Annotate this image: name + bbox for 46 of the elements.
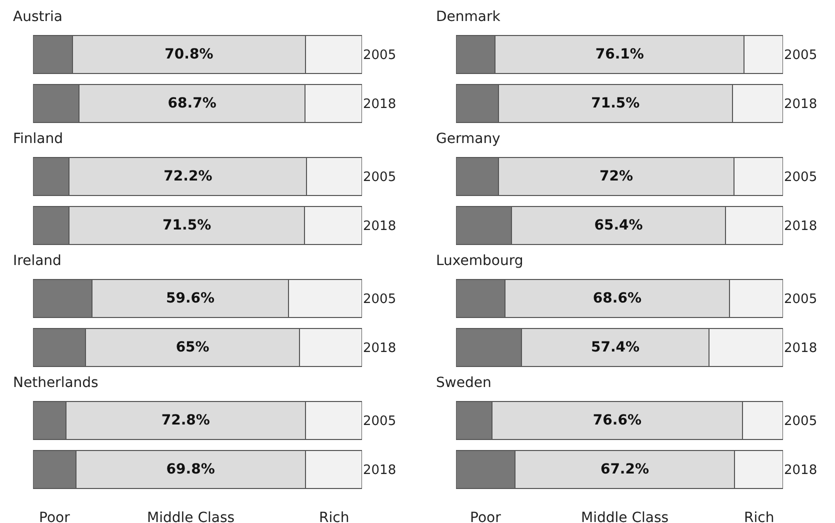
y-tick-label: 2005 — [784, 170, 818, 186]
data-label: 70.8% — [164, 46, 214, 62]
y-tick-label: 2018 — [363, 463, 396, 478]
y-tick-label: 2018 — [784, 341, 818, 356]
data-label: 72% — [599, 168, 633, 184]
y-tick-label: 2018 — [784, 97, 818, 112]
data-label: 67.2% — [600, 462, 650, 478]
data-label: 65.4% — [594, 218, 643, 234]
chart-title: Luxembourg — [436, 253, 524, 269]
chart-title: Austria — [13, 9, 62, 25]
series-label: Rich — [319, 510, 350, 523]
y-tick-label: 2018 — [363, 97, 396, 112]
y-tick-label: 2005 — [784, 414, 818, 430]
y-tick-label: 2005 — [784, 48, 818, 64]
data-label: 65% — [176, 340, 210, 356]
data-label: 57.4% — [590, 340, 640, 356]
y-tick-label: 2005 — [784, 292, 818, 308]
data-label: 76.1% — [595, 46, 644, 62]
y-tick-label: 2018 — [784, 463, 818, 478]
series-label: Poor — [470, 510, 502, 523]
y-tick-label: 2005 — [363, 414, 396, 430]
data-label: 71.5% — [591, 96, 640, 112]
series-label: Rich — [744, 510, 774, 523]
chart-title: Finland — [13, 131, 64, 147]
chart-title: Germany — [436, 131, 500, 147]
chart-title: Netherlands — [13, 375, 98, 391]
y-tick-label: 2018 — [784, 219, 818, 234]
data-label: 72.2% — [164, 168, 212, 184]
y-tick-label: 2005 — [363, 170, 396, 186]
series-label: Middle Class — [581, 510, 669, 523]
data-label: 69.8% — [166, 462, 215, 478]
chart-title: Denmark — [436, 9, 502, 25]
y-tick-label: 2005 — [363, 48, 396, 64]
y-tick-label: 2005 — [363, 292, 396, 308]
data-label: 59.6% — [166, 290, 215, 306]
series-label: Middle Class — [147, 510, 235, 523]
data-label: 68.7% — [168, 96, 216, 112]
data-label: 68.6% — [592, 290, 642, 306]
data-label: 76.6% — [592, 412, 642, 428]
y-tick-label: 2018 — [363, 219, 396, 234]
y-tick-label: 2018 — [363, 341, 396, 356]
chart-title: Ireland — [13, 253, 62, 269]
data-label: 71.5% — [162, 218, 212, 234]
chart-title: Sweden — [436, 375, 492, 391]
data-label: 72.8% — [161, 412, 210, 428]
series-label: Poor — [39, 510, 70, 523]
